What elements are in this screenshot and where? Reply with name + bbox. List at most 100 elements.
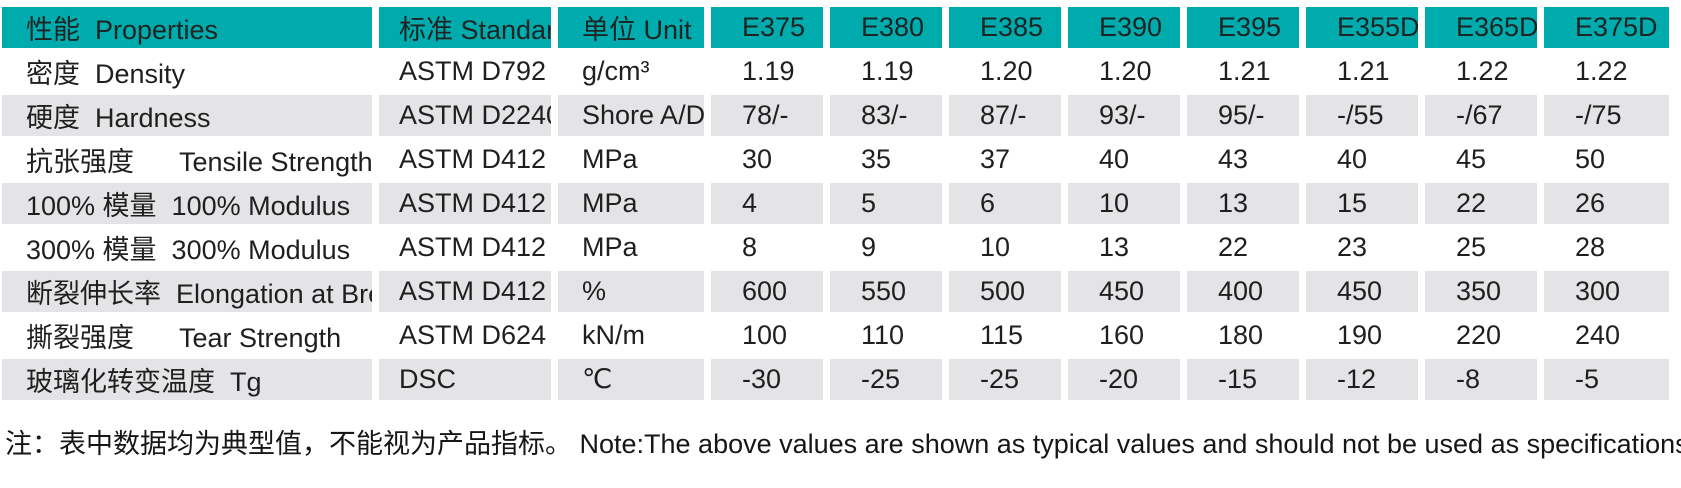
table-row: 抗张强度 Tensile Strength ASTM D412 MPa 30 35 37 4… (2, 139, 1669, 180)
value-cell: -20 (1068, 359, 1180, 400)
value-cell: -/67 (1425, 95, 1537, 136)
footnote: 注：表中数据均为典型值，不能视为产品指标。 Note:The above val… (5, 429, 1681, 459)
value-cell: 6 (949, 183, 1061, 224)
table-row: 断裂伸长率 Elongation at BreakASTM D412%60055… (2, 271, 1669, 312)
value-cell: 22 (1218, 232, 1249, 262)
value-cell: 23 (1337, 232, 1368, 262)
value-cell: 115 (980, 320, 1024, 350)
value-cell: 4 (711, 183, 823, 224)
table-row: 300% 模量 300% Modulus ASTM D412 MPa 8 9 10 13 22… (2, 227, 1669, 268)
column-header-e385: E385 (949, 7, 1061, 48)
value-cell: 78/- (711, 95, 823, 136)
property-cell: 100% 模量 100% Modulus (2, 183, 372, 224)
table-row: 100% 模量 100% Modulus ASTM D412 MPa 4 5 6 10 13 1… (2, 183, 1669, 224)
value-cell: 45 (1456, 144, 1487, 174)
value-cell: -/55 (1306, 95, 1418, 136)
value-cell: 600 (711, 271, 823, 312)
standard-cell: ASTM D412 (399, 232, 547, 262)
value-cell: 350 (1425, 271, 1537, 312)
unit-cell: ℃ (558, 359, 704, 400)
property-cell: 撕裂强度 Tear Strength (26, 323, 342, 353)
value-cell: -15 (1187, 359, 1299, 400)
value-cell: 300 (1544, 271, 1669, 312)
value-cell: -/75 (1544, 95, 1669, 136)
unit-cell: MPa (582, 144, 638, 174)
standard-cell: ASTM D792 (399, 56, 547, 86)
column-header-e390: E390 (1068, 7, 1180, 48)
table-row: 硬度 Hardness ASTM D2240 Shore A/D 78/- 83/- 87… (2, 95, 1669, 136)
table-body: 密度 Density ASTM D792 g/cm³ 1.19 1.19 1.20 1.20… (2, 51, 1669, 400)
column-header-properties: 性能 Properties (2, 7, 372, 48)
value-cell: 1.22 (1575, 56, 1628, 86)
value-cell: 450 (1068, 271, 1180, 312)
value-cell: 35 (861, 144, 892, 174)
value-cell: 1.20 (1099, 56, 1152, 86)
property-cell: 密度 Density (26, 59, 186, 89)
value-cell: 22 (1425, 183, 1537, 224)
value-cell: 190 (1337, 320, 1383, 350)
value-cell: 180 (1218, 320, 1264, 350)
property-cell: 抗张强度 Tensile Strength (26, 147, 372, 177)
value-cell: 1.20 (980, 56, 1033, 86)
standard-cell: ASTM D412 (399, 144, 547, 174)
standard-cell: ASTM D412 (379, 271, 551, 312)
value-cell: 10 (1068, 183, 1180, 224)
standard-cell: DSC (379, 359, 551, 400)
value-cell: 37 (980, 144, 1011, 174)
value-cell: 1.21 (1337, 56, 1390, 86)
column-header-standard: 标准 Standard (379, 7, 551, 48)
value-cell: -25 (949, 359, 1061, 400)
value-cell: 550 (830, 271, 942, 312)
value-cell: 240 (1575, 320, 1621, 350)
column-header-e365d: E365D (1425, 7, 1537, 48)
value-cell: 400 (1187, 271, 1299, 312)
value-cell: 500 (949, 271, 1061, 312)
value-cell: 10 (980, 232, 1011, 262)
value-cell: 1.22 (1456, 56, 1509, 86)
value-cell: 87/- (949, 95, 1061, 136)
value-cell: 25 (1456, 232, 1487, 262)
column-header-e375d: E375D (1544, 7, 1669, 48)
value-cell: -5 (1544, 359, 1669, 400)
value-cell: 220 (1456, 320, 1502, 350)
value-cell: 13 (1187, 183, 1299, 224)
value-cell: 9 (861, 232, 877, 262)
standard-cell: ASTM D624 (399, 320, 547, 350)
value-cell: 26 (1544, 183, 1669, 224)
property-cell: 300% 模量 300% Modulus (26, 235, 351, 265)
unit-cell: % (558, 271, 704, 312)
value-cell: 40 (1337, 144, 1368, 174)
unit-cell: kN/m (582, 320, 645, 350)
value-cell: 100 (742, 320, 788, 350)
value-cell: 28 (1575, 232, 1606, 262)
value-cell: 83/- (830, 95, 942, 136)
value-cell: 110 (861, 320, 905, 350)
property-cell: 硬度 Hardness (2, 95, 372, 136)
property-cell: 断裂伸长率 Elongation at Break (2, 271, 372, 312)
value-cell: 50 (1575, 144, 1606, 174)
value-cell: 450 (1306, 271, 1418, 312)
property-cell: 玻璃化转变温度 Tg (2, 359, 372, 400)
standard-cell: ASTM D2240 (379, 95, 551, 136)
unit-cell: MPa (558, 183, 704, 224)
column-header-e355d: E355D (1306, 7, 1418, 48)
value-cell: 40 (1099, 144, 1130, 174)
column-header-unit: 单位 Unit (558, 7, 704, 48)
value-cell: 93/- (1068, 95, 1180, 136)
table-row: 撕裂强度 Tear Strength ASTM D624 kN/m 100 110 115… (2, 315, 1669, 356)
value-cell: 5 (830, 183, 942, 224)
column-header-e380: E380 (830, 7, 942, 48)
value-cell: 30 (742, 144, 773, 174)
unit-cell: Shore A/D (558, 95, 704, 136)
value-cell: 8 (742, 232, 758, 262)
value-cell: 43 (1218, 144, 1249, 174)
value-cell: 13 (1099, 232, 1130, 262)
value-cell: 15 (1306, 183, 1418, 224)
value-cell: 1.19 (861, 56, 914, 86)
column-header-e395: E395 (1187, 7, 1299, 48)
standard-cell: ASTM D412 (379, 183, 551, 224)
